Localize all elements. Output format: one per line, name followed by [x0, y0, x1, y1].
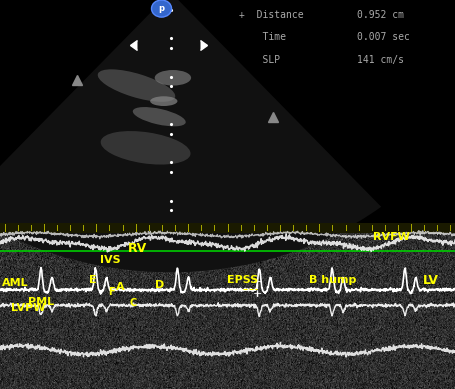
- Ellipse shape: [98, 69, 175, 102]
- Text: +: +: [253, 277, 262, 287]
- Ellipse shape: [155, 70, 191, 86]
- Text: RVFW: RVFW: [373, 231, 410, 242]
- Text: +: +: [253, 289, 262, 300]
- Text: 0.007 sec: 0.007 sec: [357, 32, 410, 42]
- Text: IVS: IVS: [100, 255, 121, 265]
- Bar: [0, 223, 455, 233]
- Text: 0.952 cm: 0.952 cm: [357, 10, 404, 20]
- Text: p: p: [158, 4, 165, 13]
- Circle shape: [152, 0, 172, 17]
- Text: A: A: [116, 282, 125, 292]
- Wedge shape: [0, 0, 381, 272]
- Text: F: F: [108, 287, 115, 297]
- Ellipse shape: [133, 107, 186, 126]
- Bar: [0, 0, 455, 226]
- Text: C: C: [130, 298, 137, 308]
- Text: Time: Time: [239, 32, 286, 42]
- Text: RV: RV: [127, 242, 147, 256]
- Text: PML: PML: [28, 297, 54, 307]
- Text: E: E: [89, 275, 96, 285]
- Text: D: D: [155, 280, 164, 290]
- Text: SLP: SLP: [239, 55, 280, 65]
- Text: B hump: B hump: [309, 275, 357, 285]
- Text: 141 cm/s: 141 cm/s: [357, 55, 404, 65]
- Text: LV: LV: [423, 273, 439, 287]
- Ellipse shape: [101, 131, 191, 165]
- Text: +  Distance: + Distance: [239, 10, 303, 20]
- Text: AML: AML: [2, 278, 29, 288]
- Ellipse shape: [150, 96, 177, 106]
- Text: LVPW: LVPW: [11, 303, 46, 314]
- Text: EPSS: EPSS: [227, 275, 258, 285]
